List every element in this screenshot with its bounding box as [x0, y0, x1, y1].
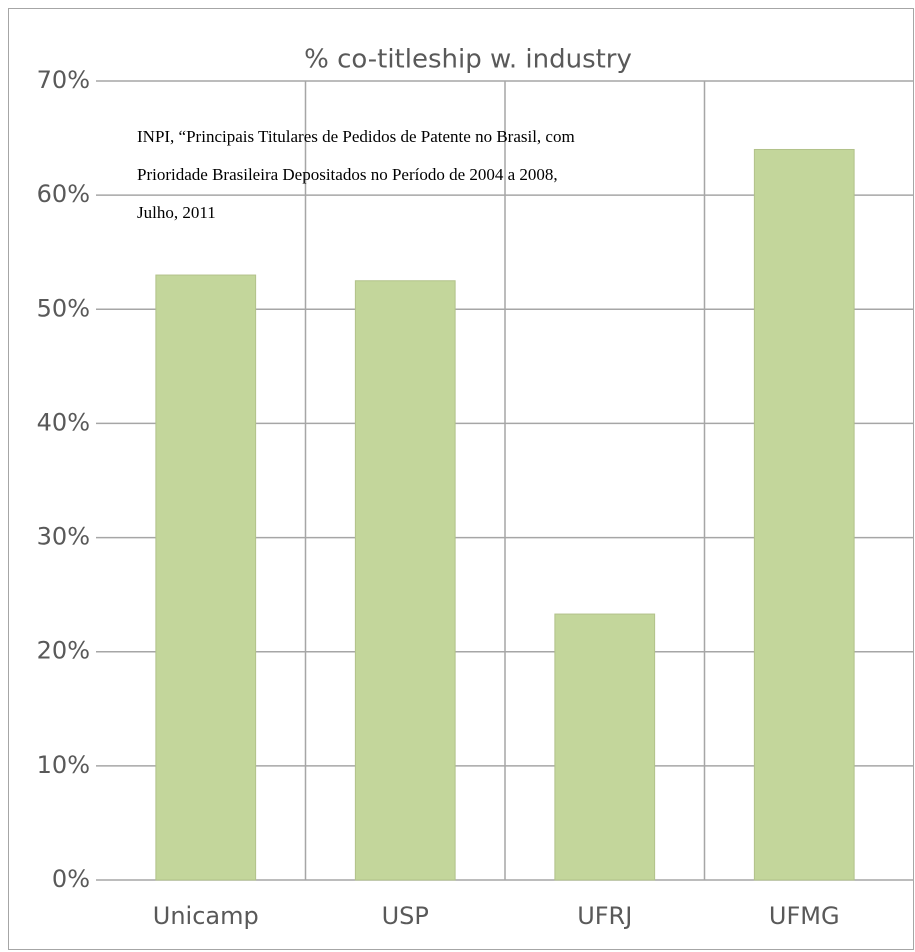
y-tick-label: 50% — [37, 294, 90, 322]
bar — [155, 274, 257, 881]
x-tick-label: USP — [382, 902, 429, 930]
y-tick-label: 0% — [52, 865, 90, 893]
annotation: Julho, 2011 — [137, 203, 216, 222]
y-tick-label: 60% — [37, 180, 90, 208]
bar — [554, 613, 656, 881]
annotation: INPI, “Principais Titulares de Pedidos d… — [137, 127, 575, 146]
y-tick-label: 20% — [37, 637, 90, 665]
chart-title: % co-titleship w. industry — [304, 45, 632, 75]
y-tick-label: 30% — [37, 523, 90, 551]
annotation: Prioridade Brasileira Depositados no Per… — [137, 165, 558, 184]
bar — [753, 148, 855, 881]
x-tick-label: Unicamp — [153, 902, 259, 930]
bar — [354, 280, 456, 881]
x-tick-label: UFRJ — [577, 902, 632, 930]
x-tick-label: UFMG — [769, 902, 840, 930]
y-tick-label: 40% — [37, 408, 90, 436]
y-tick-label: 70% — [37, 66, 90, 94]
y-tick-label: 10% — [37, 751, 90, 779]
